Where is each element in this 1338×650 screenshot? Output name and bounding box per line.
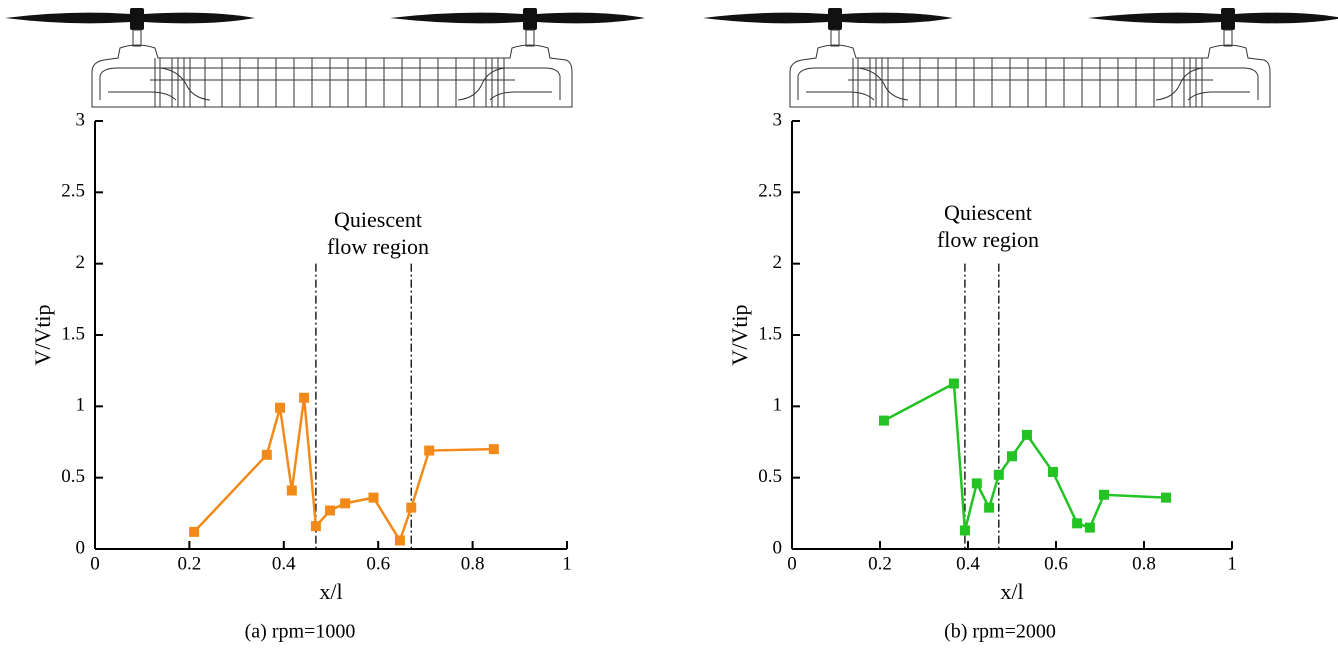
y-tick-label: 1 [773,395,783,416]
y-tick-label: 2.5 [61,181,85,202]
data-marker [1161,492,1171,503]
data-marker [368,492,379,503]
data-marker [1047,466,1058,477]
x-axis-label: x/l [319,579,342,604]
y-tick-label: 0 [773,537,783,558]
y-tick-label: 3 [773,109,783,130]
y-tick-label: 1 [76,395,86,416]
data-line [883,381,1167,531]
x-tick-label: 0.2 [868,553,892,574]
data-marker [424,445,435,456]
data-marker [1098,489,1109,500]
x-tick-label: 0.8 [461,553,485,574]
x-tick-label: 0.6 [366,553,390,574]
aircraft-illustration [702,7,1338,108]
x-tick-label: 0 [787,553,797,574]
data-marker [286,485,297,496]
data-marker [299,392,310,403]
data-marker [984,502,995,513]
data-marker [1007,451,1017,462]
y-tick-label: 3 [76,109,86,130]
y-tick-label: 2.5 [758,181,782,202]
data-marker [394,535,405,546]
y-tick-label: 1.5 [758,323,782,344]
data-marker [261,449,272,460]
data-marker [189,526,200,537]
x-axis-label: x/l [1000,579,1023,604]
y-axis-label: V/Vtip [727,304,752,365]
caption: (a) rpm=1000 [245,621,356,643]
data-marker [993,469,1004,480]
data-marker [1072,518,1083,529]
y-tick-label: 2 [76,252,86,273]
data-marker [275,402,286,413]
data-marker [340,498,351,509]
data-marker [1021,429,1032,440]
x-tick-label: 0.4 [956,553,980,574]
data-marker [959,525,970,536]
aircraft-illustration [4,7,646,108]
x-tick-label: 0.2 [178,553,202,574]
data-marker [878,415,889,426]
y-tick-label: 1.5 [61,323,85,344]
x-tick-label: 0.8 [1132,553,1156,574]
data-marker [1084,522,1095,533]
annotation: Quiescent [334,207,422,232]
x-tick-label: 0 [90,553,100,574]
y-tick-label: 2 [773,252,783,273]
data-marker [310,521,321,532]
data-line [193,397,494,544]
x-tick-label: 0.4 [272,553,296,574]
data-marker [971,478,982,489]
annotation: Quiescent [944,200,1032,225]
y-tick-label: 0 [76,537,86,558]
y-axis-label: V/Vtip [30,304,55,365]
data-marker [406,502,417,513]
y-tick-label: 0.5 [61,466,85,487]
x-tick-label: 0.6 [1044,553,1068,574]
x-tick-label: 1 [1227,553,1237,574]
caption: (b) rpm=2000 [944,621,1056,643]
data-marker [948,378,959,389]
data-marker [325,505,336,516]
data-marker [488,444,499,455]
y-tick-label: 0.5 [758,466,782,487]
x-tick-label: 1 [562,553,572,574]
annotation: flow region [327,234,429,259]
annotation: flow region [937,227,1039,252]
